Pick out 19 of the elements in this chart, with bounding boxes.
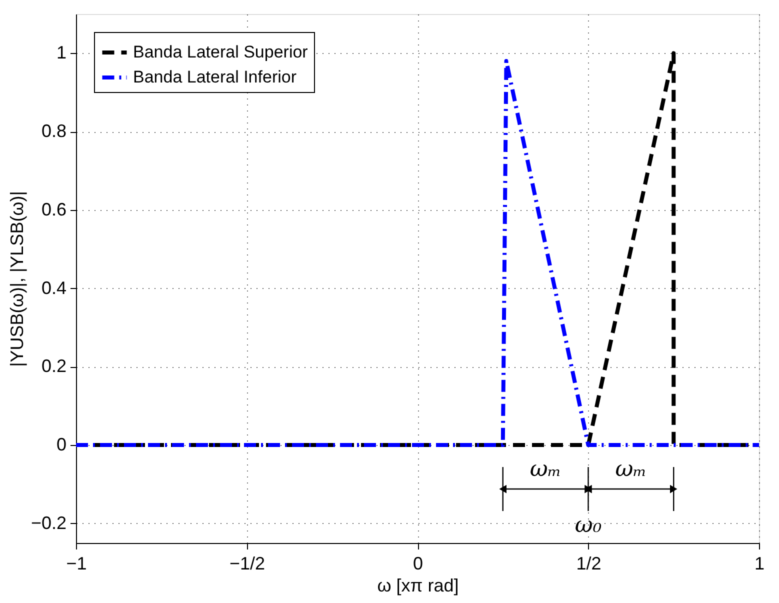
annotation: ωₘ [530, 457, 562, 482]
x-tick-label: −1 [66, 554, 87, 574]
x-axis-title: ω [xπ rad] [377, 576, 459, 596]
y-tick-label: 0.2 [41, 356, 66, 376]
y-tick-label: 0.6 [41, 199, 66, 220]
legend-label: Banda Lateral Superior [133, 42, 308, 62]
y-axis-title: |YUSB(ω)|, |YLSB(ω)| [6, 191, 27, 367]
y-tick-label: 0.8 [41, 121, 66, 142]
x-tick-label: 1/2 [576, 554, 602, 574]
annotation: ωₘ [615, 457, 647, 482]
y-tick-label: 0 [56, 434, 66, 455]
y-tick-label: 0.4 [41, 278, 66, 298]
x-tick-label: 0 [412, 554, 424, 574]
y-tick-label: −0.2 [30, 512, 66, 533]
x-tick-label: −1/2 [229, 554, 266, 574]
legend-label: Banda Lateral Inferior [133, 68, 297, 86]
annotation: ω₀ [574, 513, 602, 538]
x-tick-label: 1 [754, 554, 765, 574]
y-tick-label: 1 [56, 42, 66, 63]
